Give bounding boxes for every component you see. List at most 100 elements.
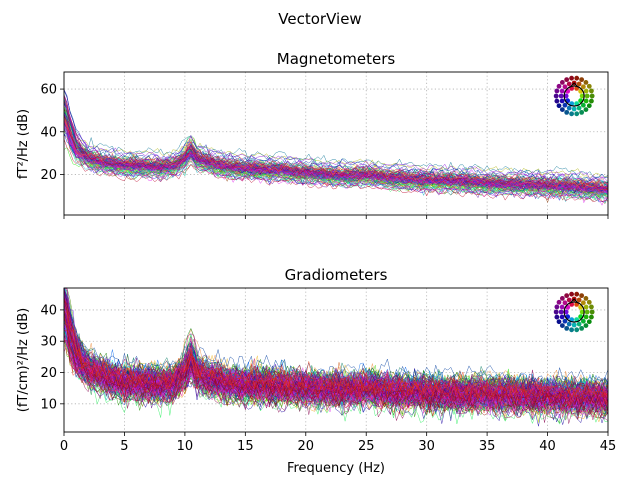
- sensor-dot: [579, 325, 585, 331]
- sensor-dot: [559, 98, 565, 104]
- sensor-dot: [569, 291, 574, 297]
- sensor-dot: [562, 318, 568, 324]
- sensor-dot: [556, 299, 562, 305]
- sensor-dot: [576, 321, 582, 327]
- x-tick-label: 20: [298, 439, 315, 454]
- psd-trace: [63, 311, 609, 407]
- sensor-dot: [566, 105, 572, 111]
- sensor-dot: [583, 304, 589, 310]
- x-tick-label: 35: [479, 439, 496, 454]
- psd-trace: [63, 118, 609, 194]
- y-tick-label: 30: [40, 335, 57, 350]
- psd-trace: [63, 120, 609, 195]
- sensor-dot: [576, 297, 582, 303]
- psd-trace: [63, 120, 609, 191]
- magnetometers-sensor-legend: [553, 75, 595, 117]
- sensor-dot: [586, 299, 592, 305]
- sensor-dot: [580, 318, 586, 324]
- sensor-dot: [559, 88, 565, 94]
- psd-trace: [63, 138, 609, 203]
- gradiometers-ticks: 0 5 10 15 20 25 30 35 40 45 10 20 30 40: [40, 303, 616, 454]
- sensor-dot: [558, 309, 564, 315]
- sensor-dot: [583, 79, 589, 85]
- sensor-dot: [556, 319, 562, 325]
- y-tick-label: 20: [40, 168, 57, 183]
- x-axis-label: Frequency (Hz): [287, 461, 385, 476]
- psd-trace: [63, 307, 609, 407]
- psd-trace: [63, 317, 609, 421]
- sensor-dot: [589, 314, 594, 320]
- figure-suptitle: VectorView: [278, 10, 361, 28]
- sensor-dot: [571, 106, 577, 112]
- sensor-dot: [559, 314, 565, 320]
- psd-trace: [63, 323, 609, 427]
- psd-trace: [63, 305, 609, 418]
- x-tick-label: 25: [358, 439, 375, 454]
- sensor-dot: [583, 107, 589, 113]
- sensor-dot: [566, 321, 572, 327]
- sensor-dot: [563, 309, 569, 315]
- psd-trace: [63, 117, 609, 200]
- psd-trace: [63, 314, 609, 401]
- sensor-dot: [569, 75, 574, 81]
- magnetometers-panel: Magnetometers fT²/Hz (dB) 20 40 60: [16, 50, 609, 219]
- psd-trace: [63, 287, 609, 408]
- magnetometers-ylabel: fT²/Hz (dB): [16, 109, 31, 179]
- sensor-dot: [562, 300, 568, 306]
- sensor-dot: [589, 309, 595, 315]
- head-outline: [563, 301, 585, 323]
- x-tick-label: 40: [539, 439, 556, 454]
- x-tick-label: 5: [120, 439, 128, 454]
- psd-trace: [63, 128, 609, 203]
- sensor-dot: [583, 88, 589, 94]
- psd-trace: [63, 322, 609, 415]
- sensor-dot: [563, 93, 569, 99]
- sensor-dot: [558, 93, 564, 99]
- psd-trace: [63, 297, 609, 411]
- y-tick-label: 40: [40, 303, 57, 318]
- gradiometers-psd-traces: [63, 287, 609, 427]
- sensor-dot: [574, 327, 580, 333]
- sensor-dot: [579, 309, 585, 315]
- head-outline: [563, 85, 585, 107]
- psd-trace: [63, 115, 609, 190]
- psd-trace: [63, 94, 609, 192]
- gradiometers-panel: Gradiometers (fT/cm)²/Hz (dB) 0 5 10 15 20 25…: [16, 266, 616, 454]
- psd-trace: [63, 90, 609, 179]
- sensor-dot: [589, 88, 594, 94]
- psd-trace: [63, 298, 609, 408]
- sensor-dot: [559, 323, 565, 329]
- nose-marker: [570, 82, 578, 87]
- sensor-dot: [564, 325, 570, 331]
- sensor-dot: [554, 314, 560, 320]
- sensor-dot: [566, 81, 572, 87]
- sensor-dot: [589, 98, 594, 104]
- sensor-dot: [556, 83, 562, 89]
- x-tick-label: 45: [600, 439, 617, 454]
- sensor-dot: [579, 293, 585, 299]
- sensor-dot: [553, 93, 559, 99]
- sensor-dot: [589, 93, 595, 99]
- sensor-dot: [553, 309, 559, 315]
- sensor-dot: [574, 111, 580, 117]
- sensor-dot: [559, 79, 565, 85]
- psd-trace: [63, 125, 609, 203]
- sensor-dot: [589, 304, 594, 310]
- gradiometers-axes-frame: [63, 287, 609, 433]
- x-tick-label: 15: [237, 439, 254, 454]
- psd-trace: [63, 315, 609, 413]
- sensor-dot: [574, 291, 580, 297]
- y-tick-label: 20: [40, 366, 57, 381]
- magnetometers-title: Magnetometers: [277, 50, 396, 68]
- sensor-dot: [564, 109, 570, 115]
- x-tick-label: 30: [418, 439, 435, 454]
- magnetometers-psd-traces: [63, 89, 609, 206]
- magnetometers-axes-frame: [63, 71, 609, 216]
- sensor-dot: [574, 75, 580, 81]
- sensor-dot: [584, 93, 590, 99]
- psd-trace: [63, 337, 609, 399]
- x-tick-label: 0: [60, 439, 68, 454]
- sensor-dot: [586, 83, 592, 89]
- sensor-dot: [576, 105, 582, 111]
